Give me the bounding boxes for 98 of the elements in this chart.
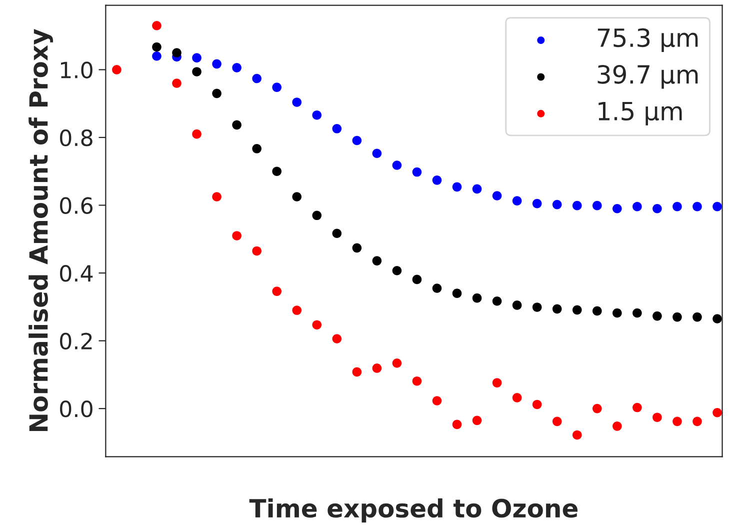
point — [232, 120, 242, 130]
point — [432, 396, 442, 406]
point — [512, 393, 522, 402]
point — [292, 306, 302, 315]
point — [392, 358, 402, 368]
point — [232, 63, 242, 72]
point — [652, 311, 662, 321]
point — [352, 136, 362, 146]
point — [332, 334, 342, 344]
point — [272, 286, 282, 296]
y-tick-label: 0.4 — [60, 264, 93, 282]
point — [192, 129, 202, 139]
point — [692, 202, 702, 212]
point — [452, 182, 462, 192]
point — [532, 198, 542, 208]
point — [552, 304, 562, 314]
point — [592, 306, 602, 316]
point — [512, 196, 522, 206]
point — [252, 144, 262, 154]
point — [172, 78, 182, 88]
point — [572, 200, 582, 210]
point — [372, 364, 382, 373]
point — [472, 184, 482, 194]
y-tick-label: 1.0 — [60, 62, 92, 78]
y-tick-label: 0.2 — [60, 332, 92, 350]
point — [632, 202, 642, 212]
point — [492, 378, 502, 388]
point — [192, 53, 202, 62]
point — [152, 20, 162, 30]
point — [492, 296, 502, 306]
point — [152, 42, 162, 52]
point — [472, 416, 482, 426]
point — [412, 274, 422, 284]
point — [452, 420, 462, 430]
point — [432, 176, 442, 185]
point — [672, 202, 682, 212]
point — [652, 412, 662, 422]
point — [572, 305, 582, 315]
point — [352, 243, 362, 253]
point — [632, 308, 642, 318]
point — [392, 266, 402, 276]
point — [352, 367, 362, 377]
point — [532, 302, 542, 312]
point — [652, 204, 662, 214]
point — [552, 416, 562, 426]
point — [392, 160, 402, 170]
point — [212, 192, 222, 202]
point — [472, 293, 482, 303]
point — [312, 320, 322, 330]
point — [312, 210, 322, 220]
point — [532, 400, 542, 410]
point — [252, 246, 262, 256]
point — [512, 300, 522, 310]
point — [272, 82, 282, 92]
point — [592, 404, 602, 414]
point — [612, 204, 622, 214]
point — [292, 98, 302, 107]
point — [112, 65, 122, 74]
point — [612, 308, 622, 318]
point — [592, 200, 602, 210]
point — [212, 59, 222, 69]
point — [332, 124, 342, 134]
point — [492, 191, 502, 200]
point — [692, 416, 702, 426]
legend-label: 1.5 µm — [598, 102, 682, 126]
point — [412, 167, 422, 177]
point — [552, 200, 562, 210]
point — [672, 416, 682, 426]
point — [172, 48, 182, 58]
point — [292, 192, 302, 202]
point — [432, 284, 442, 293]
x-axis-title: Time exposed to Ozone — [249, 498, 578, 523]
point — [712, 314, 722, 324]
point — [192, 67, 202, 76]
point — [632, 402, 642, 412]
point — [372, 148, 382, 158]
y-axis-title: Normalised Amount of Proxy — [28, 29, 53, 432]
point — [612, 422, 622, 431]
point — [672, 312, 682, 322]
point — [152, 51, 162, 61]
y-tick-label: 0.6 — [60, 197, 92, 214]
point — [572, 430, 582, 440]
point — [452, 288, 462, 298]
point — [372, 256, 382, 266]
point — [252, 74, 262, 84]
point — [232, 231, 242, 240]
point — [332, 228, 342, 238]
y-tick-label: 0.8 — [60, 129, 92, 146]
y-tick-label: 0.0 — [60, 400, 92, 418]
legend-label: 39.7 µm — [598, 64, 698, 89]
legend-label: 75.3 µm — [598, 28, 698, 52]
point — [412, 376, 422, 386]
point — [712, 202, 722, 212]
point — [312, 110, 322, 120]
point — [692, 312, 702, 322]
point — [212, 88, 222, 98]
point — [272, 166, 282, 176]
point — [712, 408, 722, 418]
